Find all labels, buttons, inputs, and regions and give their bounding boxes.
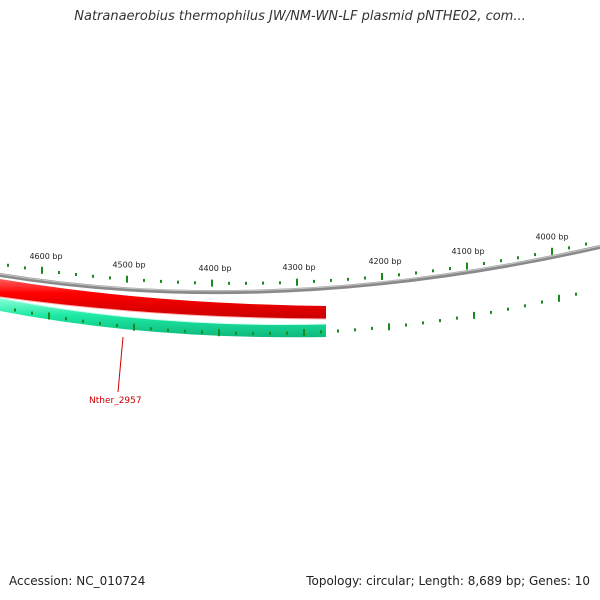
outer-minor-tick bbox=[75, 273, 77, 276]
tick-label-4000: 4000 bp bbox=[535, 232, 568, 241]
outer-minor-tick bbox=[585, 242, 587, 246]
inner-minor-tick bbox=[456, 316, 458, 320]
tick-label-4100: 4100 bp bbox=[451, 247, 484, 256]
outer-minor-tick bbox=[177, 280, 179, 284]
inner-minor-tick bbox=[354, 328, 356, 332]
outer-major-tick bbox=[381, 273, 383, 280]
accession-text: Accession: NC_010724 bbox=[9, 574, 146, 588]
inner-minor-tick bbox=[31, 311, 33, 315]
inner-minor-tick bbox=[541, 300, 543, 304]
inner-minor-tick bbox=[116, 323, 118, 327]
backbone-track bbox=[0, 245, 600, 295]
gene-label-nther-2957[interactable]: Nther_2957 bbox=[89, 396, 142, 406]
inner-minor-tick bbox=[490, 310, 492, 314]
inner-minor-tick bbox=[65, 317, 67, 321]
outer-major-tick bbox=[296, 278, 298, 286]
tick-label-4200: 4200 bp bbox=[368, 257, 401, 266]
inner-major-tick bbox=[388, 323, 390, 331]
inner-minor-tick bbox=[422, 321, 424, 325]
inner-minor-tick bbox=[252, 331, 254, 335]
outer-minor-tick bbox=[109, 276, 111, 280]
outer-major-tick bbox=[466, 262, 468, 270]
outer-minor-tick bbox=[92, 274, 94, 278]
reverse-cds-edge bbox=[0, 297, 327, 325]
inner-minor-tick bbox=[507, 307, 509, 311]
outer-minor-tick bbox=[58, 271, 60, 274]
inner-major-tick bbox=[558, 294, 560, 302]
inner-minor-tick bbox=[167, 328, 169, 332]
outer-minor-tick bbox=[7, 263, 9, 267]
inner-tick-row bbox=[14, 292, 577, 337]
outer-minor-tick bbox=[517, 256, 519, 260]
outer-minor-tick bbox=[143, 278, 145, 282]
tick-label-4400: 4400 bp bbox=[198, 264, 231, 273]
outer-minor-tick bbox=[245, 281, 247, 285]
outer-major-tick bbox=[211, 279, 213, 287]
gene-label-callout-line bbox=[117, 336, 124, 393]
inner-minor-tick bbox=[439, 319, 441, 323]
tick-label-4500: 4500 bp bbox=[112, 260, 145, 269]
tick-label-4600: 4600 bp bbox=[29, 252, 62, 261]
outer-minor-tick bbox=[330, 278, 332, 282]
outer-major-tick bbox=[551, 247, 553, 255]
inner-major-tick bbox=[303, 329, 305, 337]
outer-minor-tick bbox=[364, 276, 366, 280]
outer-minor-tick bbox=[194, 281, 196, 285]
inner-minor-tick bbox=[524, 304, 526, 308]
outer-minor-tick bbox=[160, 279, 162, 283]
reverse-cds-track bbox=[0, 298, 326, 338]
inner-major-tick bbox=[133, 323, 135, 331]
inner-minor-tick bbox=[286, 331, 288, 335]
outer-minor-tick bbox=[347, 277, 349, 281]
inner-major-tick bbox=[473, 311, 475, 319]
map-title: Natranaerobius thermophilus JW/NM-WN-LF … bbox=[74, 9, 526, 24]
inner-minor-tick bbox=[150, 327, 152, 331]
outer-minor-tick bbox=[568, 246, 570, 250]
outer-minor-tick bbox=[483, 262, 485, 265]
tick-labels: 4000 bp 4100 bp 4200 bp 4300 bp 4400 bp 4500 … bbox=[29, 232, 568, 273]
outer-major-tick bbox=[126, 275, 128, 283]
outer-minor-tick bbox=[313, 279, 315, 283]
inner-minor-tick bbox=[320, 330, 322, 334]
outer-tick-row bbox=[7, 242, 587, 287]
outer-minor-tick bbox=[262, 281, 264, 285]
inner-minor-tick bbox=[405, 323, 407, 327]
forward-cds-track bbox=[0, 279, 326, 319]
inner-minor-tick bbox=[201, 330, 203, 334]
inner-minor-tick bbox=[99, 321, 101, 325]
outer-minor-tick bbox=[500, 259, 502, 263]
map-summary-text: Topology: circular; Length: 8,689 bp; Ge… bbox=[306, 574, 590, 588]
inner-minor-tick bbox=[14, 308, 16, 312]
forward-cds-edge bbox=[0, 296, 327, 320]
inner-minor-tick bbox=[269, 331, 271, 335]
outer-minor-tick bbox=[279, 281, 281, 285]
inner-major-tick bbox=[48, 312, 50, 320]
outer-minor-tick bbox=[398, 273, 400, 277]
tick-label-4300: 4300 bp bbox=[282, 263, 315, 272]
inner-minor-tick bbox=[184, 329, 186, 333]
outer-minor-tick bbox=[449, 267, 451, 271]
outer-minor-tick bbox=[24, 266, 26, 270]
inner-minor-tick bbox=[337, 329, 339, 333]
inner-minor-tick bbox=[575, 292, 577, 296]
outer-minor-tick bbox=[432, 269, 434, 273]
outer-minor-tick bbox=[534, 253, 536, 257]
inner-minor-tick bbox=[235, 331, 237, 335]
outer-major-tick bbox=[41, 266, 43, 274]
outer-minor-tick bbox=[228, 281, 230, 285]
inner-minor-tick bbox=[371, 326, 373, 330]
backbone-highlight bbox=[0, 245, 600, 292]
inner-major-tick bbox=[218, 329, 220, 337]
inner-minor-tick bbox=[82, 319, 84, 323]
outer-minor-tick bbox=[415, 271, 417, 275]
